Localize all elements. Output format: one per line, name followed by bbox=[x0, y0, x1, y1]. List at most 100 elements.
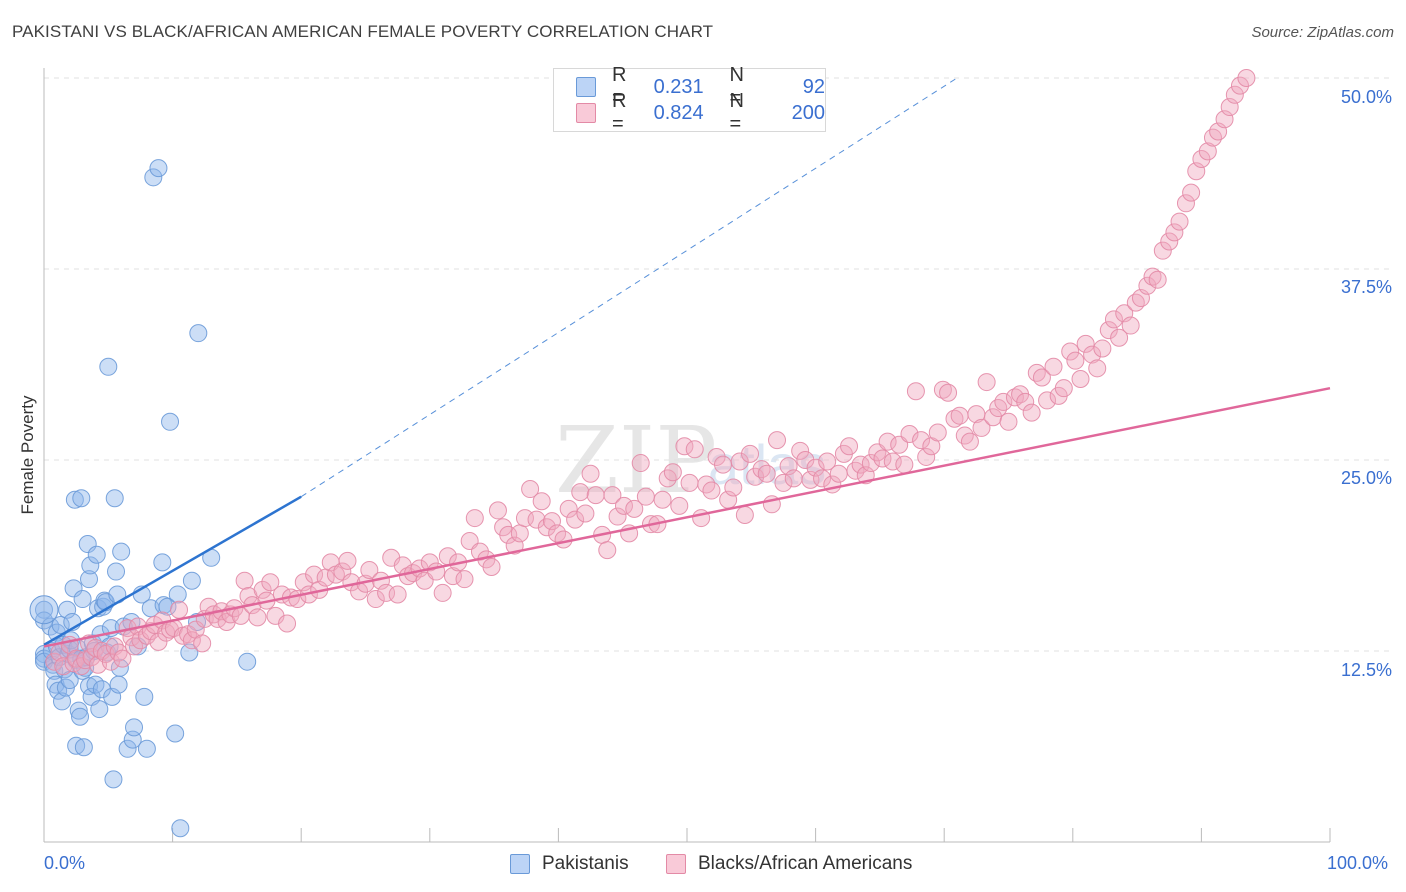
data-point-blacks bbox=[906, 382, 925, 401]
data-point-blacks bbox=[928, 423, 947, 442]
data-point-blacks bbox=[784, 469, 803, 488]
legend-n-value: 200 bbox=[791, 101, 825, 124]
data-point-blacks bbox=[360, 561, 379, 580]
legend-swatch-blacks bbox=[576, 103, 596, 123]
data-point-blacks bbox=[707, 447, 726, 466]
data-point-blacks bbox=[1054, 379, 1073, 398]
data-point-blacks bbox=[1104, 310, 1123, 329]
data-point-blacks bbox=[945, 409, 964, 428]
data-point-blacks bbox=[829, 464, 848, 483]
data-point-pakistanis bbox=[35, 600, 53, 619]
data-point-blacks bbox=[1153, 241, 1172, 260]
data-point-blacks bbox=[631, 454, 650, 473]
data-point-blacks bbox=[1005, 388, 1024, 407]
data-point-blacks bbox=[566, 510, 585, 529]
data-point-blacks bbox=[1182, 183, 1201, 202]
data-point-blacks bbox=[581, 464, 600, 483]
data-point-blacks bbox=[1088, 359, 1107, 378]
y-tick-label: 12.5% bbox=[1340, 660, 1392, 680]
data-point-blacks bbox=[939, 383, 958, 402]
data-point-blacks bbox=[653, 490, 672, 509]
data-point-blacks bbox=[1121, 316, 1140, 335]
data-point-blacks bbox=[861, 454, 880, 473]
data-point-blacks bbox=[571, 483, 590, 502]
legend-row-pakistanis: R = 0.231 N = 92 bbox=[576, 64, 825, 109]
data-point-blacks bbox=[895, 455, 914, 474]
data-point-blacks bbox=[1138, 276, 1157, 295]
data-point-blacks bbox=[796, 451, 815, 469]
trendline-blacks bbox=[43, 386, 1331, 648]
data-point-blacks bbox=[420, 553, 439, 572]
data-point-pakistanis bbox=[65, 490, 84, 509]
data-point-blacks bbox=[994, 392, 1013, 411]
data-point-pakistanis bbox=[80, 570, 99, 589]
data-point-blacks bbox=[521, 480, 540, 499]
data-point-blacks bbox=[1237, 69, 1256, 87]
trendline-pakistanis-extension bbox=[300, 77, 958, 498]
data-point-blacks bbox=[1083, 345, 1102, 364]
data-point-pakistanis bbox=[92, 680, 111, 699]
data-point-blacks bbox=[900, 425, 919, 444]
data-point-pakistanis bbox=[73, 590, 92, 609]
data-point-blacks bbox=[433, 583, 452, 602]
data-point-blacks bbox=[170, 600, 189, 619]
data-point-blacks bbox=[636, 487, 655, 506]
data-point-blacks bbox=[45, 652, 64, 671]
data-point-blacks bbox=[488, 501, 507, 520]
data-point-blacks bbox=[768, 431, 787, 450]
legend-swatch-blacks bbox=[666, 854, 686, 874]
source-label: Source: ZipAtlas.com bbox=[1251, 24, 1394, 41]
x-tick-label-min: 0.0% bbox=[44, 853, 86, 873]
data-point-blacks bbox=[989, 399, 1008, 418]
data-point-blacks bbox=[950, 406, 969, 425]
data-point-blacks bbox=[388, 585, 407, 604]
data-point-pakistanis bbox=[51, 616, 70, 635]
data-point-pakistanis bbox=[182, 571, 201, 590]
data-point-pakistanis bbox=[74, 738, 93, 757]
data-point-blacks bbox=[101, 652, 120, 671]
data-point-blacks bbox=[702, 481, 721, 500]
data-point-pakistanis bbox=[137, 739, 156, 758]
legend-row-blacks: R = 0.824 N = 200 bbox=[576, 90, 825, 135]
data-point-blacks bbox=[883, 452, 902, 471]
data-point-blacks bbox=[338, 551, 357, 570]
data-point-pakistanis bbox=[238, 652, 257, 671]
data-point-blacks bbox=[714, 455, 733, 474]
data-point-blacks bbox=[537, 518, 556, 537]
data-point-blacks bbox=[366, 590, 385, 609]
data-point-blacks bbox=[757, 464, 776, 483]
data-point-blacks bbox=[746, 467, 765, 486]
data-point-pakistanis bbox=[64, 579, 83, 598]
data-point-blacks bbox=[559, 499, 578, 518]
data-point-blacks bbox=[131, 631, 150, 650]
legend-item-pakistanis[interactable]: Pakistanis bbox=[510, 853, 629, 875]
data-point-pakistanis bbox=[81, 556, 100, 575]
data-point-blacks bbox=[675, 437, 694, 456]
data-point-blacks bbox=[873, 449, 892, 468]
data-point-blacks bbox=[818, 452, 837, 471]
data-point-pakistanis bbox=[125, 718, 144, 737]
data-point-blacks bbox=[1066, 351, 1085, 370]
data-point-pakistanis bbox=[86, 675, 105, 694]
data-point-blacks bbox=[1160, 232, 1179, 251]
watermark-atlas: atlas bbox=[708, 433, 826, 496]
data-point-pakistanis bbox=[144, 168, 163, 187]
data-point-blacks bbox=[735, 506, 754, 525]
data-point-pakistanis bbox=[109, 675, 128, 694]
data-point-blacks bbox=[614, 496, 633, 515]
legend-item-blacks[interactable]: Blacks/African Americans bbox=[666, 853, 912, 875]
data-point-blacks bbox=[912, 431, 931, 450]
data-point-pakistanis bbox=[99, 357, 118, 376]
data-point-blacks bbox=[1170, 212, 1189, 231]
data-point-blacks bbox=[1093, 339, 1112, 358]
data-point-blacks bbox=[576, 504, 595, 523]
data-point-pakistanis bbox=[104, 770, 123, 789]
data-point-blacks bbox=[253, 580, 272, 599]
data-point-blacks bbox=[603, 486, 622, 505]
data-point-blacks bbox=[685, 440, 704, 459]
data-point-blacks bbox=[670, 496, 689, 515]
y-tick-label: 25.0% bbox=[1340, 468, 1392, 488]
data-point-blacks bbox=[248, 608, 267, 627]
data-point-blacks bbox=[1016, 392, 1035, 411]
